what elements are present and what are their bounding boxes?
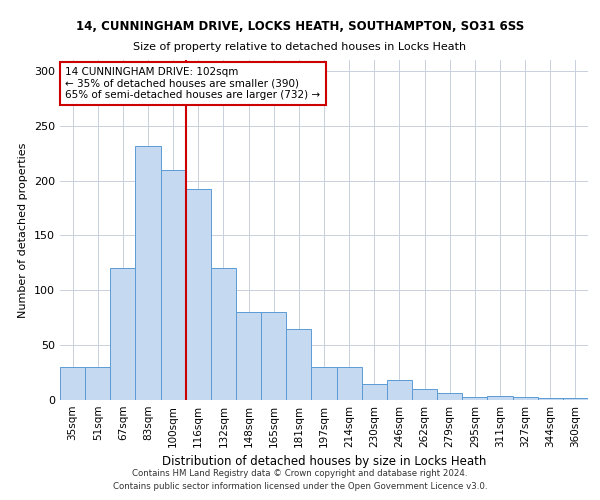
Bar — [337, 367, 362, 400]
Text: 14 CUNNINGHAM DRIVE: 102sqm
← 35% of detached houses are smaller (390)
65% of se: 14 CUNNINGHAM DRIVE: 102sqm ← 35% of det… — [65, 67, 320, 100]
Bar — [387, 380, 412, 400]
Bar — [85, 367, 110, 400]
Bar — [60, 367, 85, 400]
Text: Size of property relative to detached houses in Locks Heath: Size of property relative to detached ho… — [133, 42, 467, 52]
Bar — [512, 396, 538, 400]
Bar — [186, 190, 211, 400]
Bar — [487, 396, 512, 400]
Bar — [462, 396, 487, 400]
Bar — [161, 170, 186, 400]
Text: Contains HM Land Registry data © Crown copyright and database right 2024.: Contains HM Land Registry data © Crown c… — [132, 468, 468, 477]
Bar — [236, 312, 261, 400]
Y-axis label: Number of detached properties: Number of detached properties — [19, 142, 28, 318]
Bar — [136, 146, 161, 400]
Bar — [211, 268, 236, 400]
Bar — [412, 389, 437, 400]
Text: 14, CUNNINGHAM DRIVE, LOCKS HEATH, SOUTHAMPTON, SO31 6SS: 14, CUNNINGHAM DRIVE, LOCKS HEATH, SOUTH… — [76, 20, 524, 33]
Bar — [437, 394, 462, 400]
Bar — [286, 328, 311, 400]
Bar — [362, 384, 387, 400]
Bar — [311, 367, 337, 400]
Bar — [563, 398, 588, 400]
Bar — [110, 268, 136, 400]
Text: Contains public sector information licensed under the Open Government Licence v3: Contains public sector information licen… — [113, 482, 487, 491]
X-axis label: Distribution of detached houses by size in Locks Heath: Distribution of detached houses by size … — [162, 456, 486, 468]
Bar — [261, 312, 286, 400]
Bar — [538, 398, 563, 400]
